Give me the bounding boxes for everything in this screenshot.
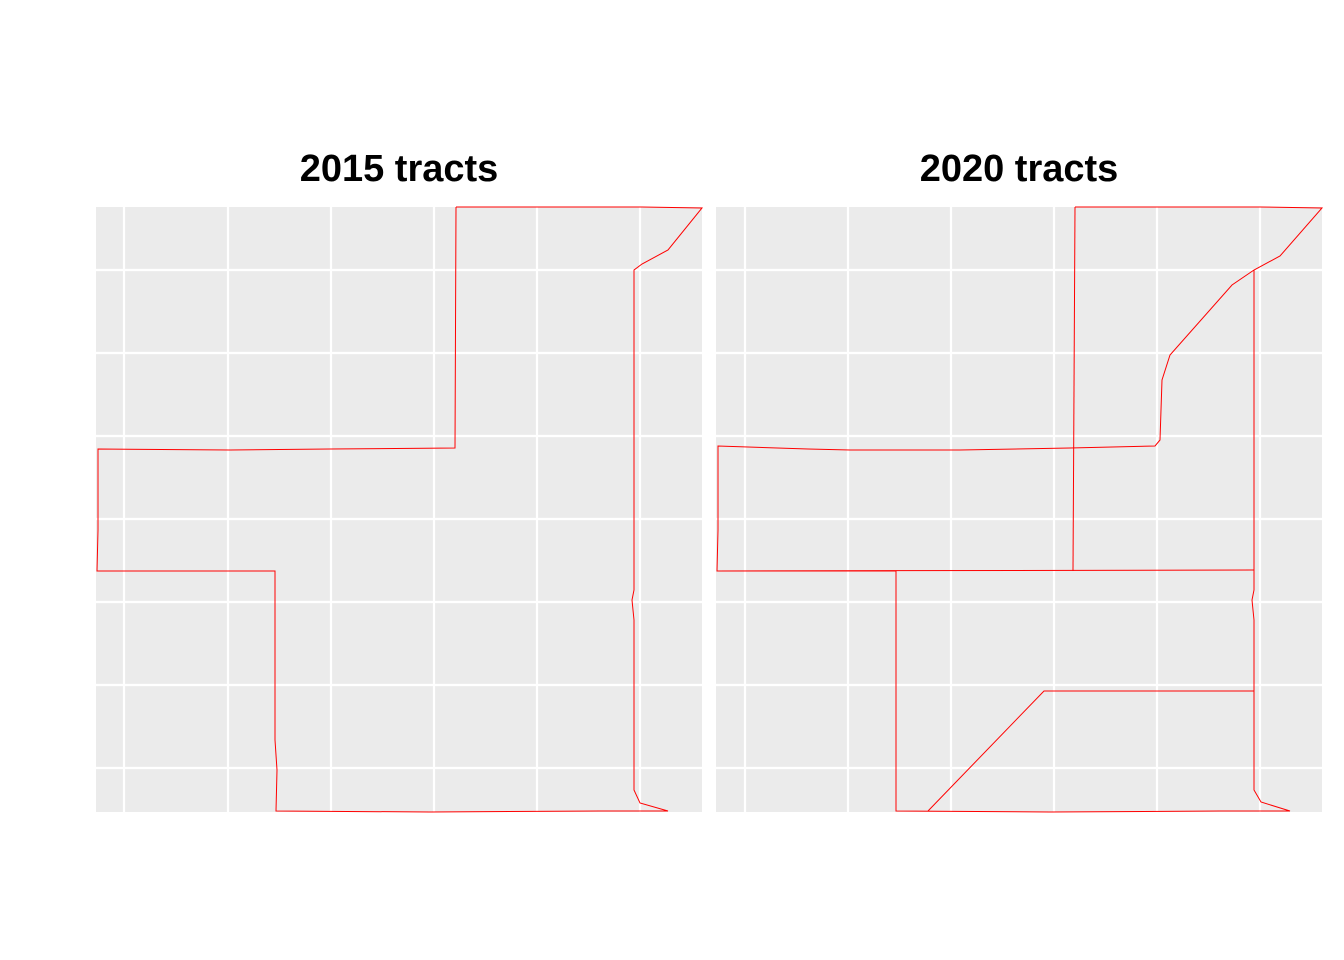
- map-panel-2020: [716, 206, 1324, 813]
- tract-boundary: [1072, 206, 1076, 572]
- panel-background: [716, 207, 1322, 812]
- tract-boundary: [716, 569, 1255, 572]
- tract-boundaries: [716, 206, 1324, 813]
- tract-boundary: [716, 206, 1324, 813]
- grid-lines: [716, 207, 1322, 812]
- panel-title-2020: 2020 tracts: [919, 148, 1119, 190]
- map-panel-2015: [96, 206, 704, 813]
- panel-background: [96, 207, 702, 812]
- panel-title-2015: 2015 tracts: [299, 148, 499, 190]
- tract-boundary: [96, 206, 704, 813]
- tract-boundary: [927, 690, 1254, 812]
- grid-lines: [96, 207, 702, 812]
- tract-boundaries: [96, 206, 704, 813]
